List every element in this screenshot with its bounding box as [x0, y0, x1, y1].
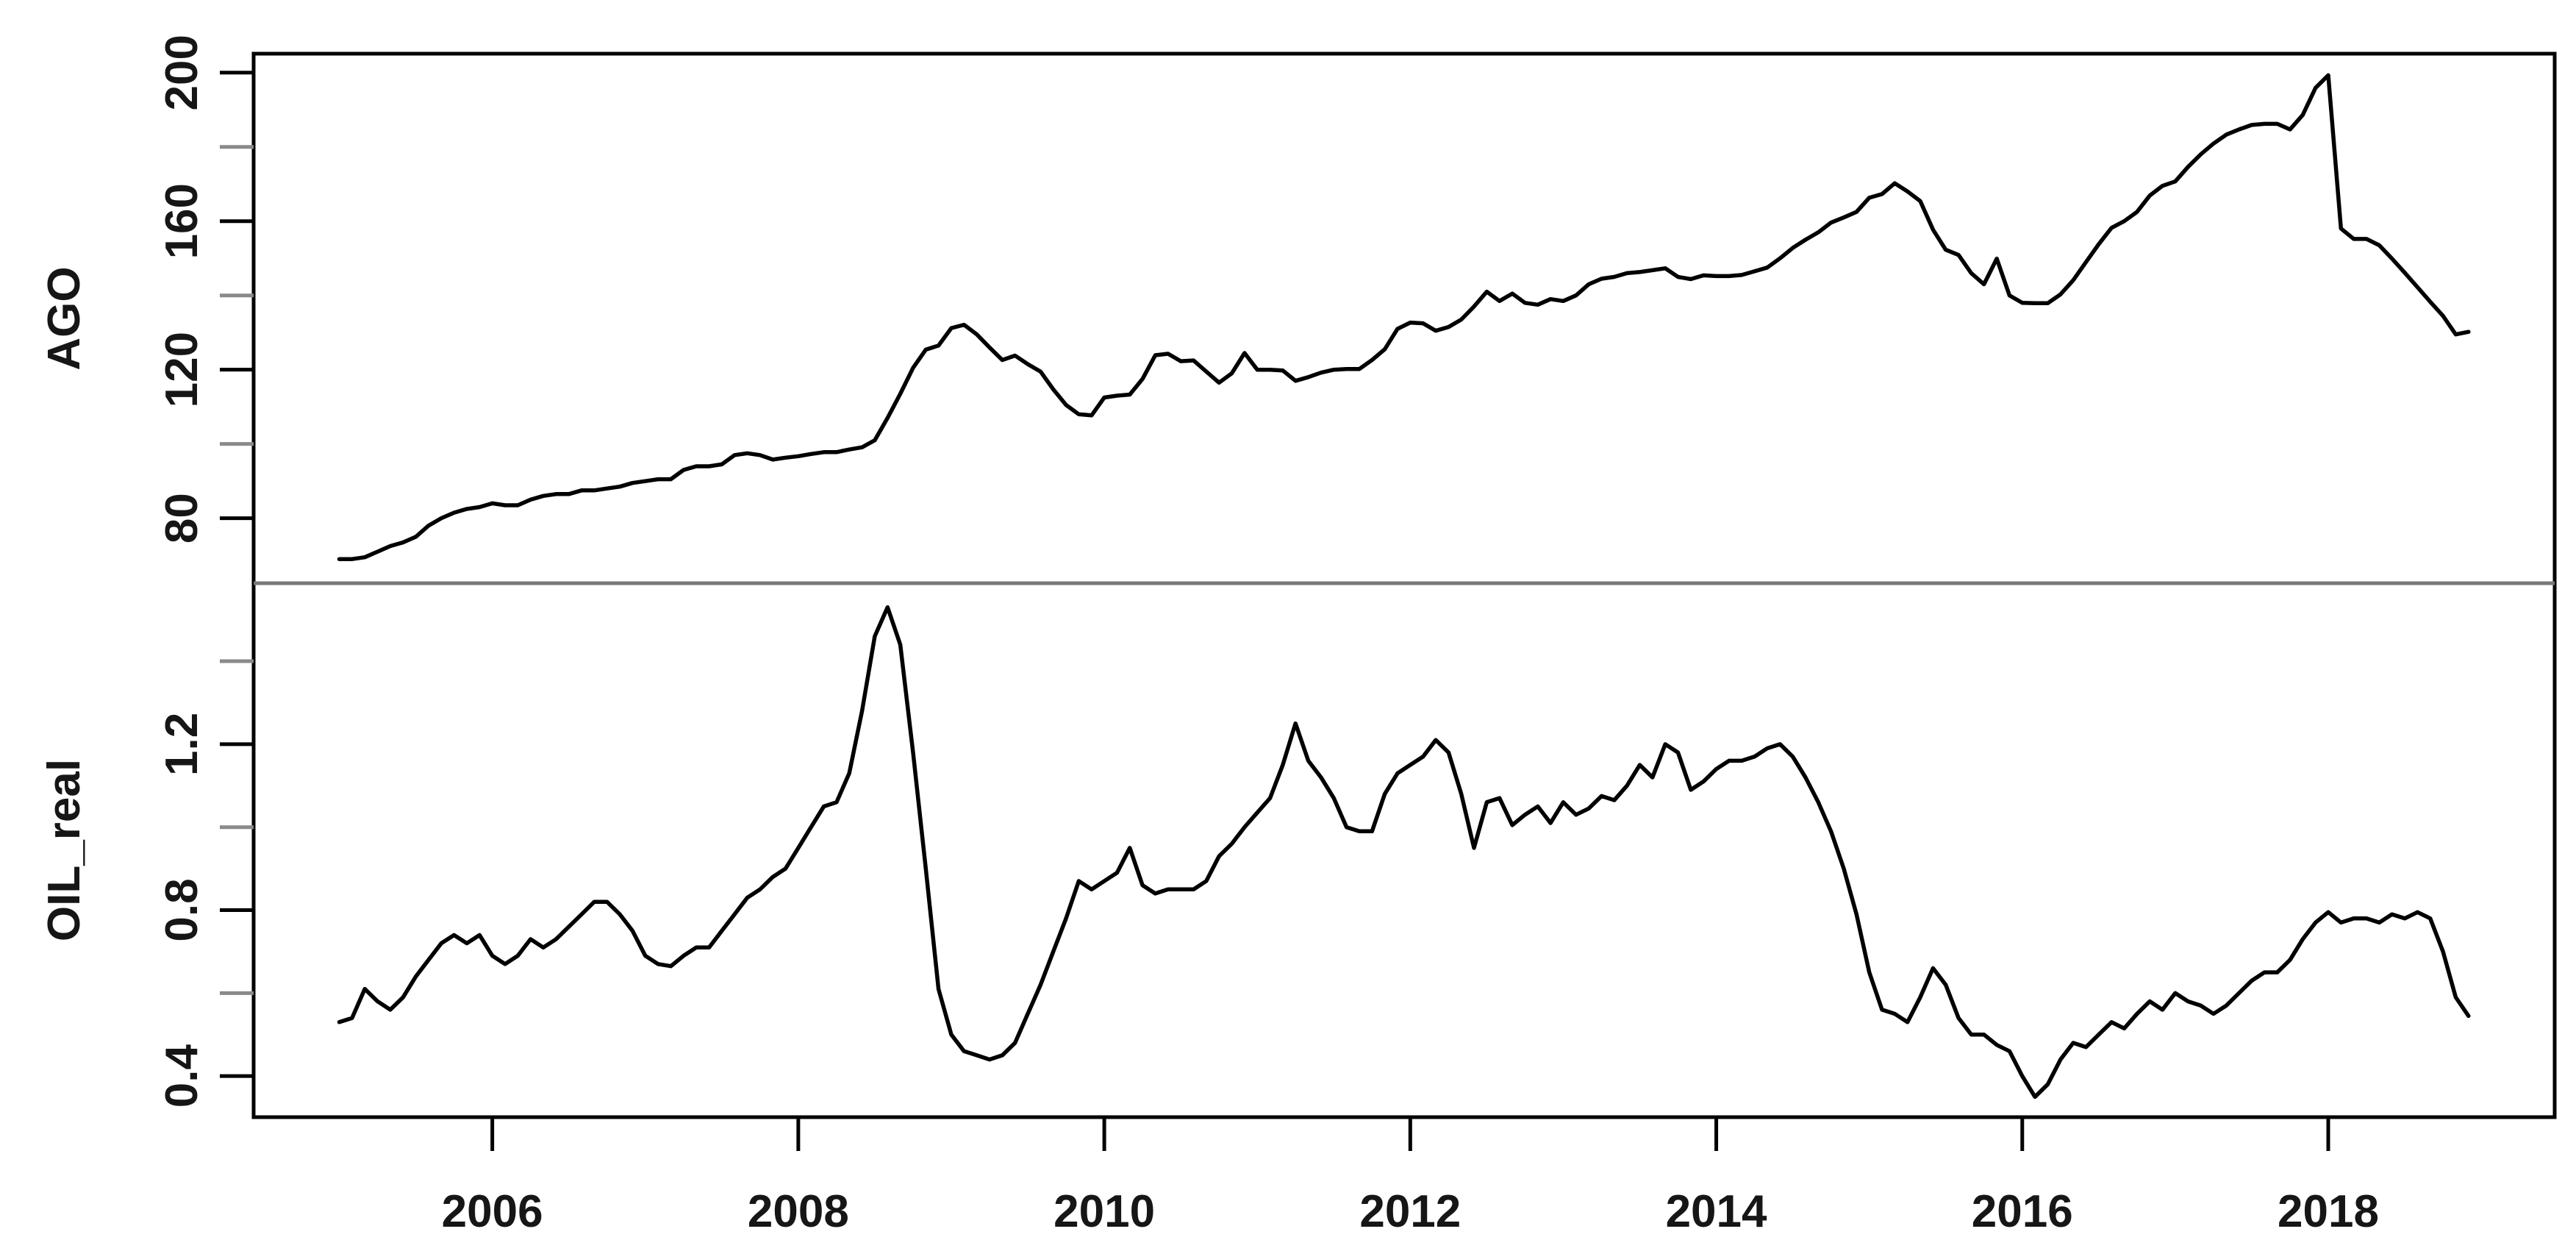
- x-axis: 2006 2008 2010 2012 2014 2016 2018: [442, 1117, 2379, 1237]
- panel-AGO: 80 120 160 200 AGO: [39, 35, 2471, 561]
- x-tick-label: 2014: [1666, 1186, 1767, 1237]
- y-tick-label: 120: [157, 332, 207, 407]
- y-tick-label: 0.8: [157, 878, 207, 941]
- y-tick-label: 200: [157, 35, 207, 110]
- axis-label-OIL_real: OIL_real: [39, 759, 90, 941]
- y-tick-label: 1.2: [157, 713, 207, 776]
- panel-OIL_real: 0.4 0.8 1.2 OIL_real: [39, 605, 2471, 1108]
- x-tick-label: 2016: [1972, 1186, 2073, 1237]
- y-tick-label: 0.4: [157, 1044, 207, 1108]
- y-tick-label: 160: [157, 183, 207, 259]
- x-tick-label: 2012: [1359, 1186, 1461, 1237]
- OIL_real-series-line: [337, 605, 2471, 1099]
- AGO-series-line: [337, 73, 2471, 561]
- axis-label-AGO: AGO: [39, 266, 90, 370]
- x-tick-label: 2006: [442, 1186, 543, 1237]
- y-tick-label: 80: [157, 493, 207, 543]
- x-tick-label: 2018: [2278, 1186, 2379, 1237]
- x-tick-label: 2008: [748, 1186, 849, 1237]
- x-tick-label: 2010: [1053, 1186, 1155, 1237]
